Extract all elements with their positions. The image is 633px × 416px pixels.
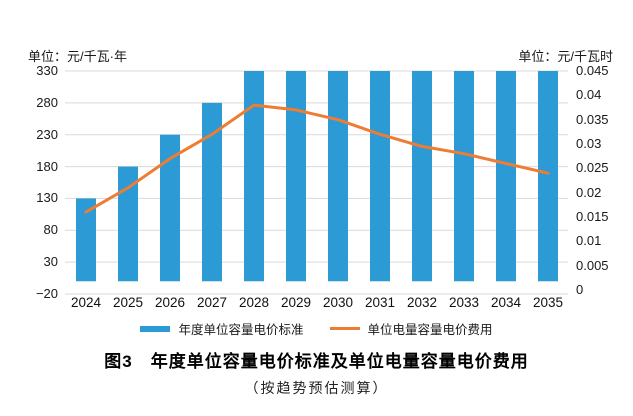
left-axis-tick: 80 (43, 222, 58, 238)
bar-2034 (496, 71, 516, 282)
x-axis-label: 2026 (154, 295, 186, 310)
right-axis-tick: 0.04 (576, 87, 602, 103)
bar-series-swatch-icon (140, 325, 171, 332)
left-axis-tick: 180 (36, 158, 58, 174)
right-axis-tick: 0.045 (576, 63, 609, 78)
figure-title: 图3 年度单位容量电价标准及单位电量容量电价费用 (104, 352, 529, 371)
left-axis-tick: 280 (36, 94, 58, 110)
left-axis-tick: −20 (35, 286, 58, 301)
right-axis-tick: 0.005 (576, 257, 609, 273)
legend-label: 单位电量容量电价费用 (367, 323, 493, 337)
bar-2028 (244, 71, 264, 282)
right-axis-tick: 0.01 (576, 233, 602, 249)
bar-2024 (76, 198, 96, 282)
x-axis-label: 2033 (448, 295, 480, 310)
bar-2026 (160, 134, 180, 282)
bar-2029 (286, 71, 306, 282)
right-axis-tick: 0.02 (576, 184, 602, 200)
left-axis-tick: 30 (43, 254, 58, 270)
bar-2027 (202, 102, 222, 282)
x-axis-label: 2029 (280, 295, 312, 310)
x-axis-label: 2035 (532, 295, 564, 310)
x-axis-label: 2028 (238, 295, 270, 310)
line-series-swatch-icon (329, 327, 360, 330)
legend-item-capacity-price-standard: 年度单位容量电价标准 (140, 319, 304, 338)
legend-item-unit-energy-cost: 单位电量容量电价费用 (329, 319, 493, 338)
x-axis-label: 2030 (322, 295, 354, 310)
bar-2033 (454, 71, 474, 282)
bar-2030 (328, 71, 348, 282)
right-axis-tick: 0.015 (576, 209, 609, 224)
x-axis-label: 2024 (70, 295, 102, 310)
bar-2032 (412, 71, 432, 282)
right-axis-tick: 0.03 (576, 136, 602, 151)
x-axis-label: 2034 (490, 295, 522, 310)
x-axis-label: 2032 (406, 295, 438, 310)
left-axis-tick: 130 (36, 190, 58, 206)
right-axis-unit-label: 单位：元/千瓦时 (518, 49, 613, 64)
left-axis-tick: 330 (36, 63, 58, 78)
left-axis-tick: 230 (36, 126, 58, 142)
x-axis-label: 2025 (112, 295, 144, 310)
bar-2031 (370, 71, 390, 282)
bar-2035 (538, 71, 558, 282)
left-axis-unit-label: 单位：元/千瓦·年 (28, 49, 127, 64)
right-axis-tick: 0 (576, 282, 584, 297)
capacity-cost-line (84, 103, 550, 214)
x-axis-label: 2027 (196, 295, 228, 310)
right-axis-tick: 0.025 (576, 160, 609, 176)
right-axis-tick: 0.035 (576, 111, 609, 127)
x-axis-label: 2031 (364, 295, 396, 310)
figure-note: （按趋势预估测算） (244, 382, 389, 397)
bar-2025 (118, 166, 138, 282)
legend-label: 年度单位容量电价标准 (178, 323, 304, 337)
legend: 年度单位容量电价标准 单位电量容量电价费用 (0, 319, 633, 338)
